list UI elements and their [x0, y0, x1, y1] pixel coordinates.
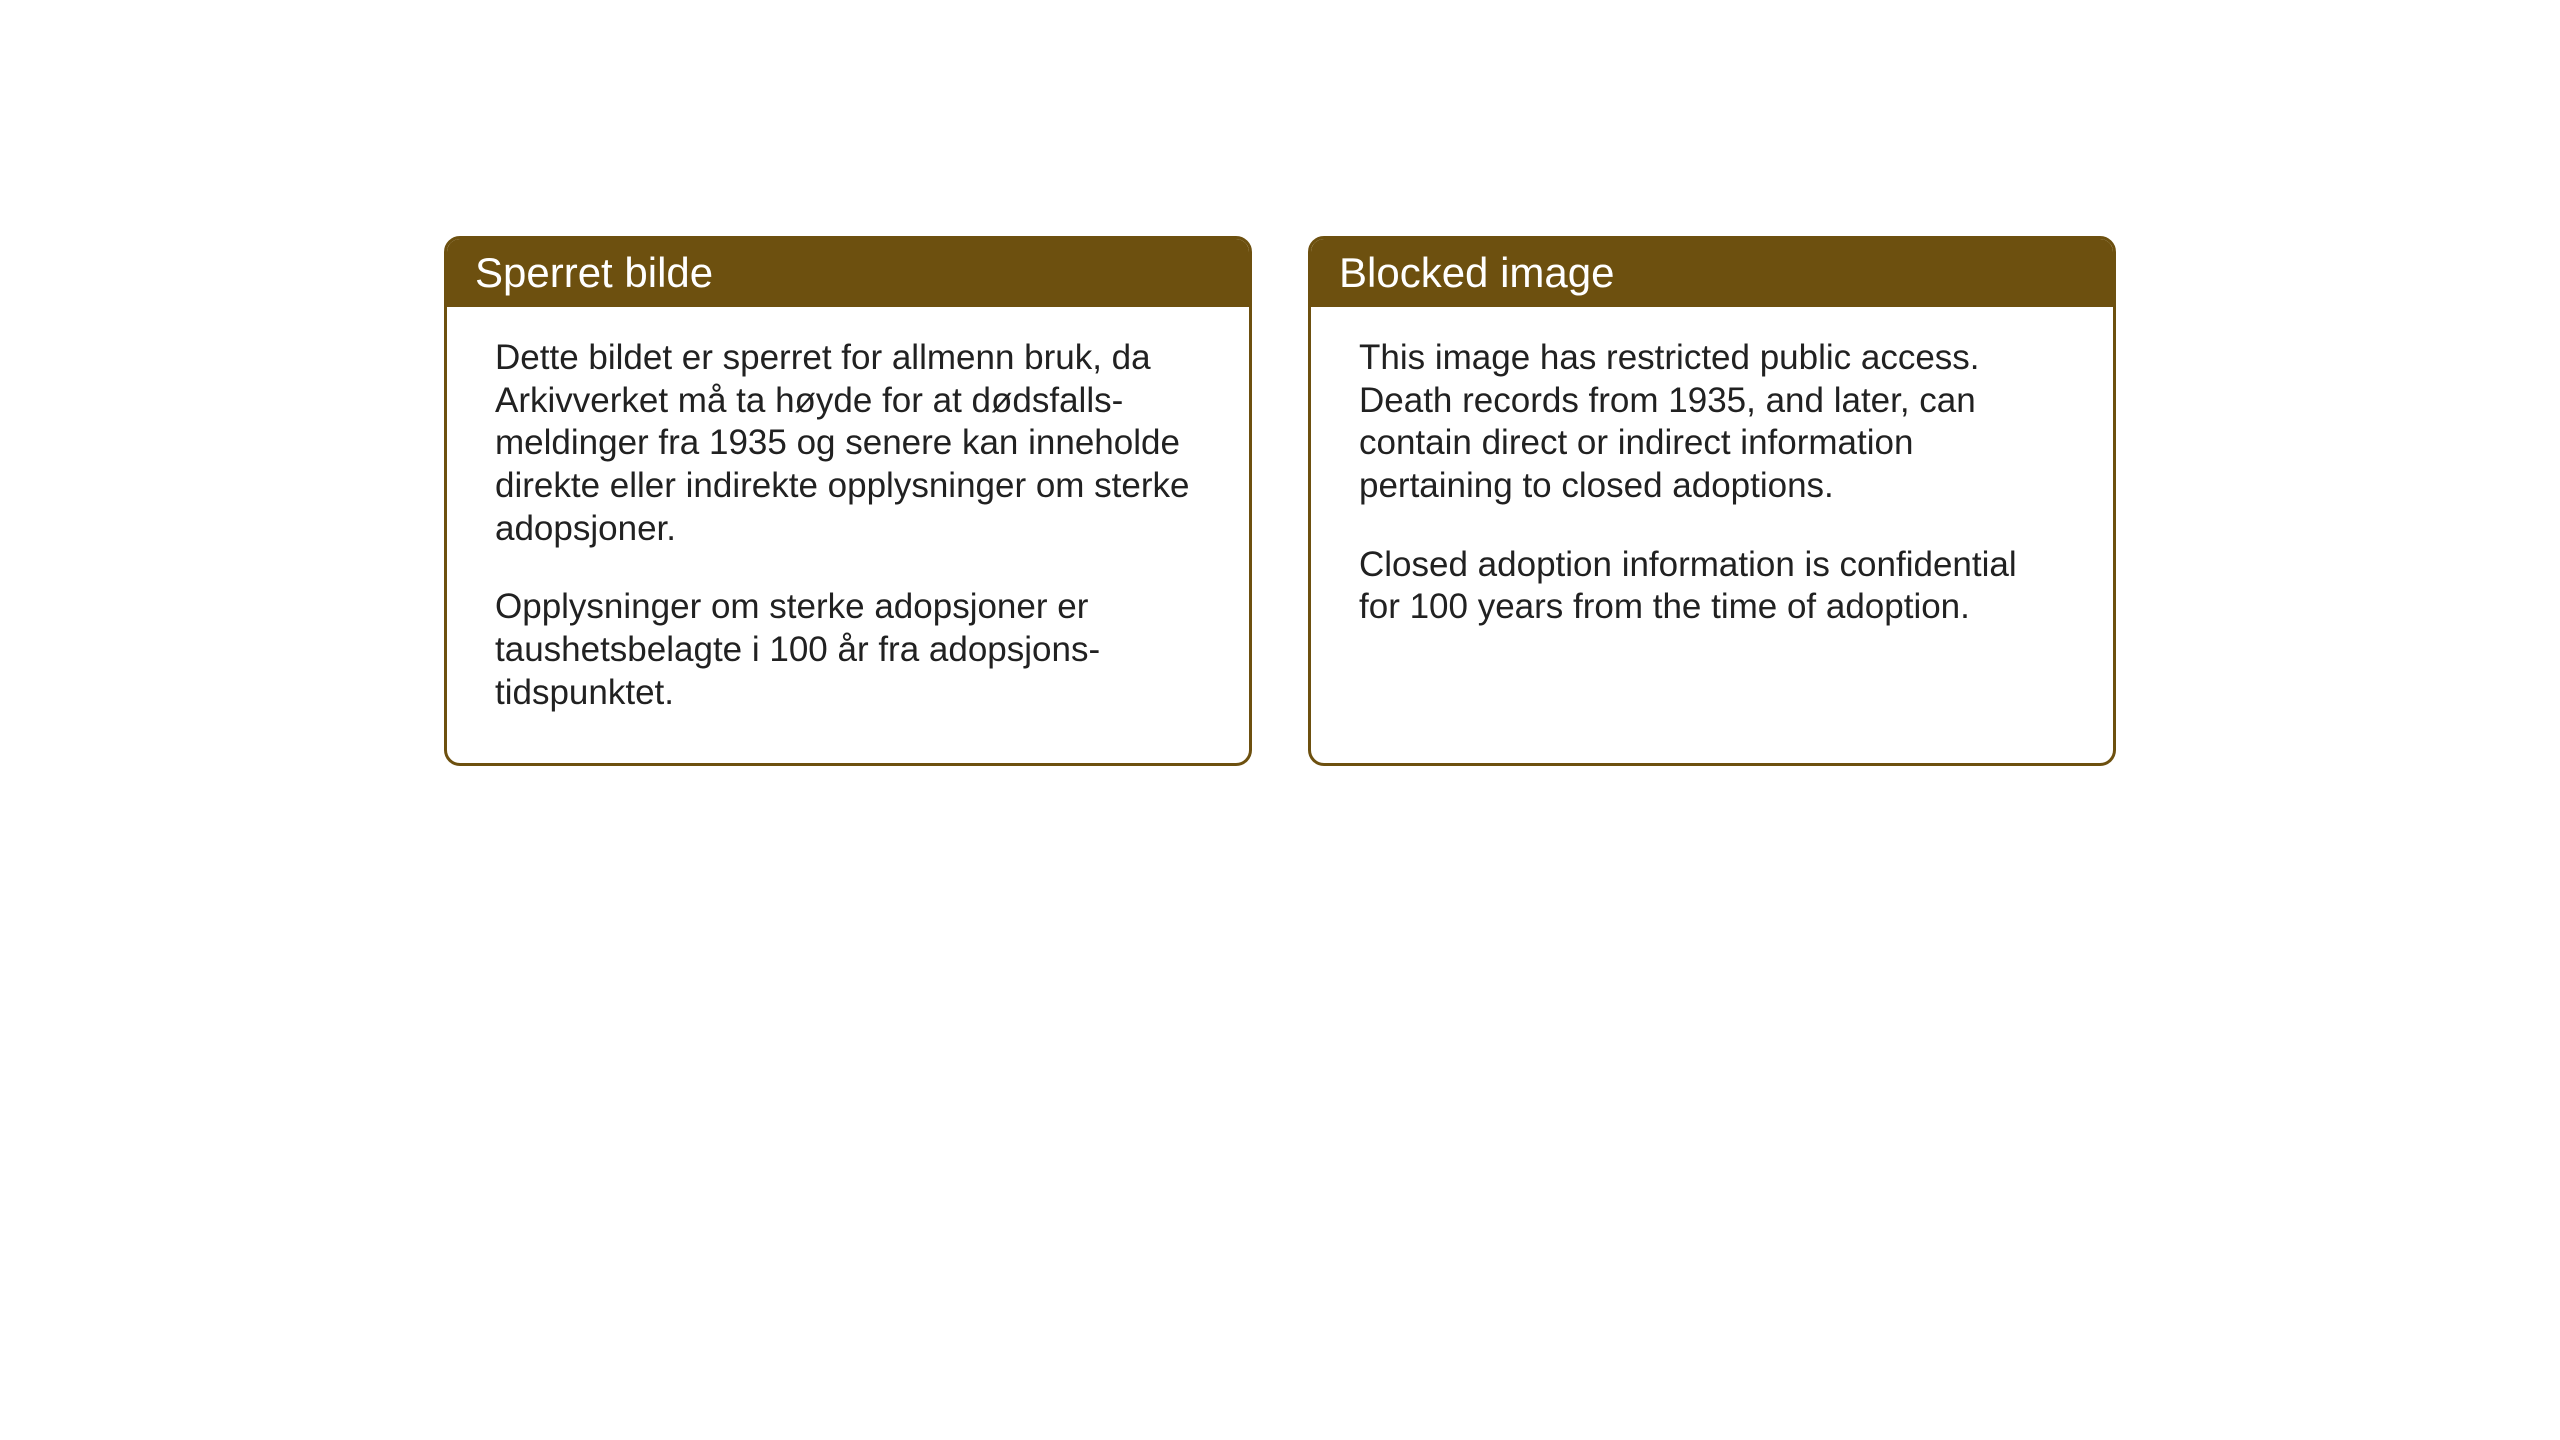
card-paragraph2-norwegian: Opplysninger om sterke adopsjoner er tau… [495, 586, 1201, 714]
card-norwegian: Sperret bilde Dette bildet er sperret fo… [444, 236, 1252, 766]
card-header-english: Blocked image [1311, 239, 2113, 307]
card-english: Blocked image This image has restricted … [1308, 236, 2116, 766]
card-paragraph1-english: This image has restricted public access.… [1359, 337, 2065, 508]
card-body-english: This image has restricted public access.… [1311, 307, 2113, 677]
card-title-norwegian: Sperret bilde [475, 249, 713, 296]
card-paragraph2-english: Closed adoption information is confident… [1359, 544, 2065, 629]
card-header-norwegian: Sperret bilde [447, 239, 1249, 307]
card-paragraph1-norwegian: Dette bildet er sperret for allmenn bruk… [495, 337, 1201, 550]
card-title-english: Blocked image [1339, 249, 1614, 296]
card-body-norwegian: Dette bildet er sperret for allmenn bruk… [447, 307, 1249, 763]
cards-container: Sperret bilde Dette bildet er sperret fo… [444, 236, 2116, 766]
